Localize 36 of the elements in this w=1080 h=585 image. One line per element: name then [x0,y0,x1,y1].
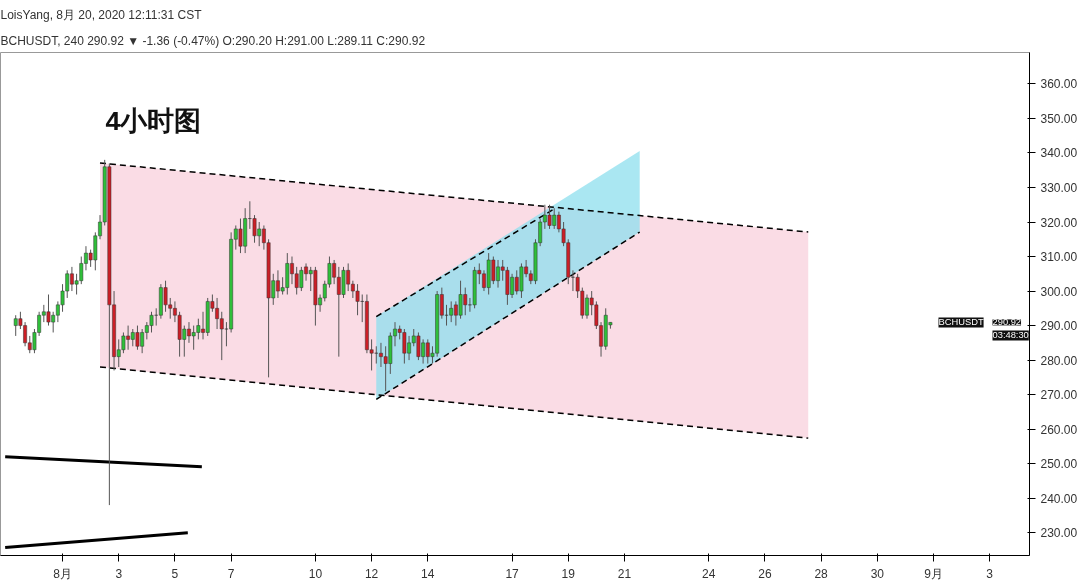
y-tick-label: 320.00 [1040,215,1078,230]
y-tick-label: 300.00 [1040,284,1078,299]
x-tick-label: 3 [115,566,123,581]
x-tick-label: 21 [617,566,632,581]
x-tick-label: 3 [986,566,994,581]
y-tick-label: 360.00 [1040,77,1078,92]
y-tick-label: 340.00 [1040,146,1078,161]
x-tick-label: 5 [171,566,179,581]
y-tick-label: 280.00 [1040,353,1078,368]
x-tick-label: 28 [814,566,829,581]
x-tick-label: 10 [308,566,323,581]
text: 4小时图 [105,105,202,136]
y-tick-label: 290.00 [1040,319,1078,334]
annotation: 03:48:30 [992,330,1029,341]
y-tick-label: 260.00 [1040,422,1078,437]
text: LoisYang, 8月 20, 2020 12:11:31 CST [0,7,203,22]
x-tick-label: 8月 [53,566,72,581]
x-tick-label: 14 [421,566,435,581]
x-tick-label: 17 [505,566,520,581]
x-tick-label: 30 [870,566,885,581]
y-tick-label: 240.00 [1040,491,1078,506]
x-tick-label: 19 [561,566,576,581]
y-tick-label: 350.00 [1040,111,1078,126]
y-tick-label: 270.00 [1040,388,1078,403]
x-tick-label: 24 [702,566,716,581]
y-tick-label: 250.00 [1040,457,1078,472]
text: BCHUSDT, 240 290.92 ▼ -1.36 (-0.47%) O:290.20 H:291.00 L:289.11 C:290.92 [0,33,426,48]
x-tick-label: 7 [227,566,235,581]
y-tick-label: 230.00 [1040,526,1078,541]
annotation: BCHUSDT [938,317,984,328]
y-tick-label: 330.00 [1040,180,1078,195]
x-tick-label: 9月 [924,566,943,581]
x-tick-label: 26 [758,566,772,581]
annotation: 290.92 [992,317,1022,328]
x-tick-label: 12 [364,566,379,581]
y-tick-label: 310.00 [1040,250,1078,265]
